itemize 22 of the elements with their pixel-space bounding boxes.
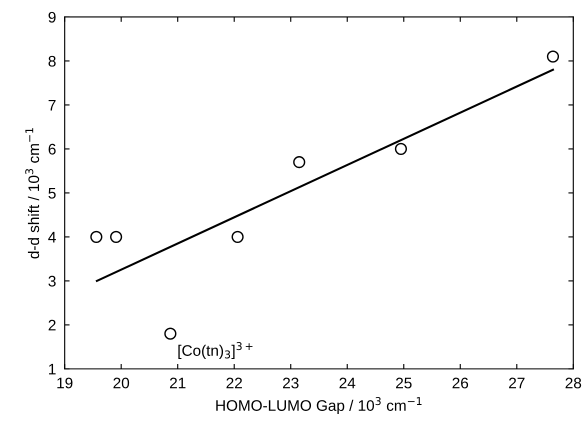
x-axis-title: HOMO-LUMO Gap / 10$^{3}$ cm$^{−1}$ <box>216 397 422 414</box>
x-tick-label: 27 <box>509 378 525 388</box>
y-tick-label: 3 <box>48 276 56 287</box>
y-tick-label: 4 <box>48 232 56 242</box>
y-tick-label: 6 <box>48 144 56 155</box>
y-tick-label: 9 <box>48 12 56 23</box>
y-tick-label: 1 <box>49 364 56 374</box>
x-tick-label: 20 <box>113 378 130 388</box>
x-tick-label: 26 <box>452 378 468 388</box>
y-tick-label: 5 <box>48 188 56 199</box>
annotation: [Co(tn)$_{3}$]$^{3+}$ <box>178 342 252 359</box>
x-tick-label: 23 <box>283 378 299 388</box>
x-tick-label: 25 <box>396 378 412 388</box>
x-tick-label: 21 <box>170 378 186 388</box>
y-axis-title: d-d shift / 10$^{3}$ cm$^{−1}$ <box>25 128 40 259</box>
x-tick-label: 28 <box>566 378 582 388</box>
y-tick-label: 2 <box>48 320 56 330</box>
x-tick-label: 19 <box>57 378 72 388</box>
x-tick-label: 22 <box>226 378 242 388</box>
x-tick-label: 24 <box>340 378 356 388</box>
y-tick-label: 7 <box>48 100 56 110</box>
y-tick-label: 8 <box>48 56 56 67</box>
